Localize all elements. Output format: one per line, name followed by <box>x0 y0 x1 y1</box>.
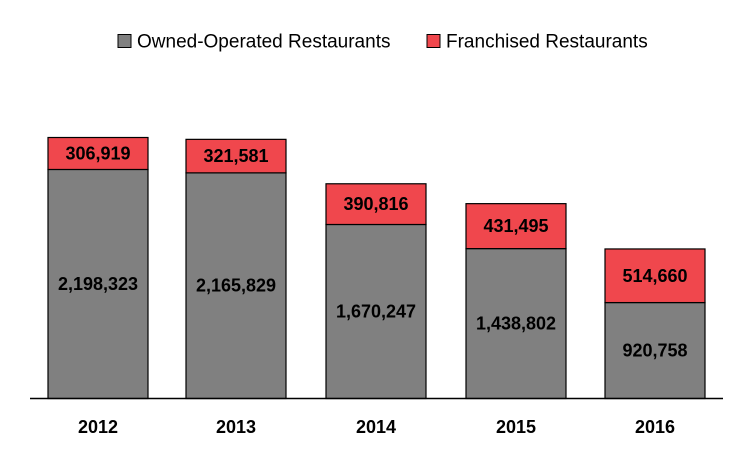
data-label: 2,198,323 <box>58 274 138 294</box>
bar-segment <box>465 203 567 250</box>
bar-segment <box>325 183 427 226</box>
x-tick-label: 2016 <box>635 417 675 437</box>
data-label: 390,816 <box>343 194 408 214</box>
legend: Owned-Operated Restaurants Franchised Res… <box>117 32 648 53</box>
data-label: 431,495 <box>483 216 548 236</box>
bar-segment <box>325 223 427 400</box>
legend-swatch-2 <box>426 34 441 48</box>
data-label: 2,165,829 <box>196 276 276 296</box>
data-label: 1,438,802 <box>476 314 556 334</box>
x-tick-labels: 2012 2013 2014 2015 2016 <box>78 417 675 437</box>
data-label: 306,919 <box>65 143 130 163</box>
bar-segment <box>604 248 706 304</box>
bar-segment <box>47 168 149 400</box>
data-label: 1,670,247 <box>336 301 416 321</box>
bar-segment <box>185 138 287 174</box>
bar-segment <box>47 136 149 171</box>
x-tick-label: 2015 <box>496 417 536 437</box>
x-tick-label: 2012 <box>78 417 118 437</box>
data-label: 920,758 <box>622 341 687 361</box>
bars: 2,198,323 306,919 2,165,829 321,581 1,670,24… <box>47 136 706 400</box>
data-label: 321,581 <box>203 146 268 166</box>
data-label: 514,660 <box>622 266 687 286</box>
x-tick-label: 2014 <box>356 417 396 437</box>
legend-label-2: Franchised Restaurants <box>446 32 648 53</box>
legend-label-1: Owned-Operated Restaurants <box>137 32 390 53</box>
x-tick-label: 2013 <box>216 417 256 437</box>
legend-swatch-1 <box>117 34 132 48</box>
